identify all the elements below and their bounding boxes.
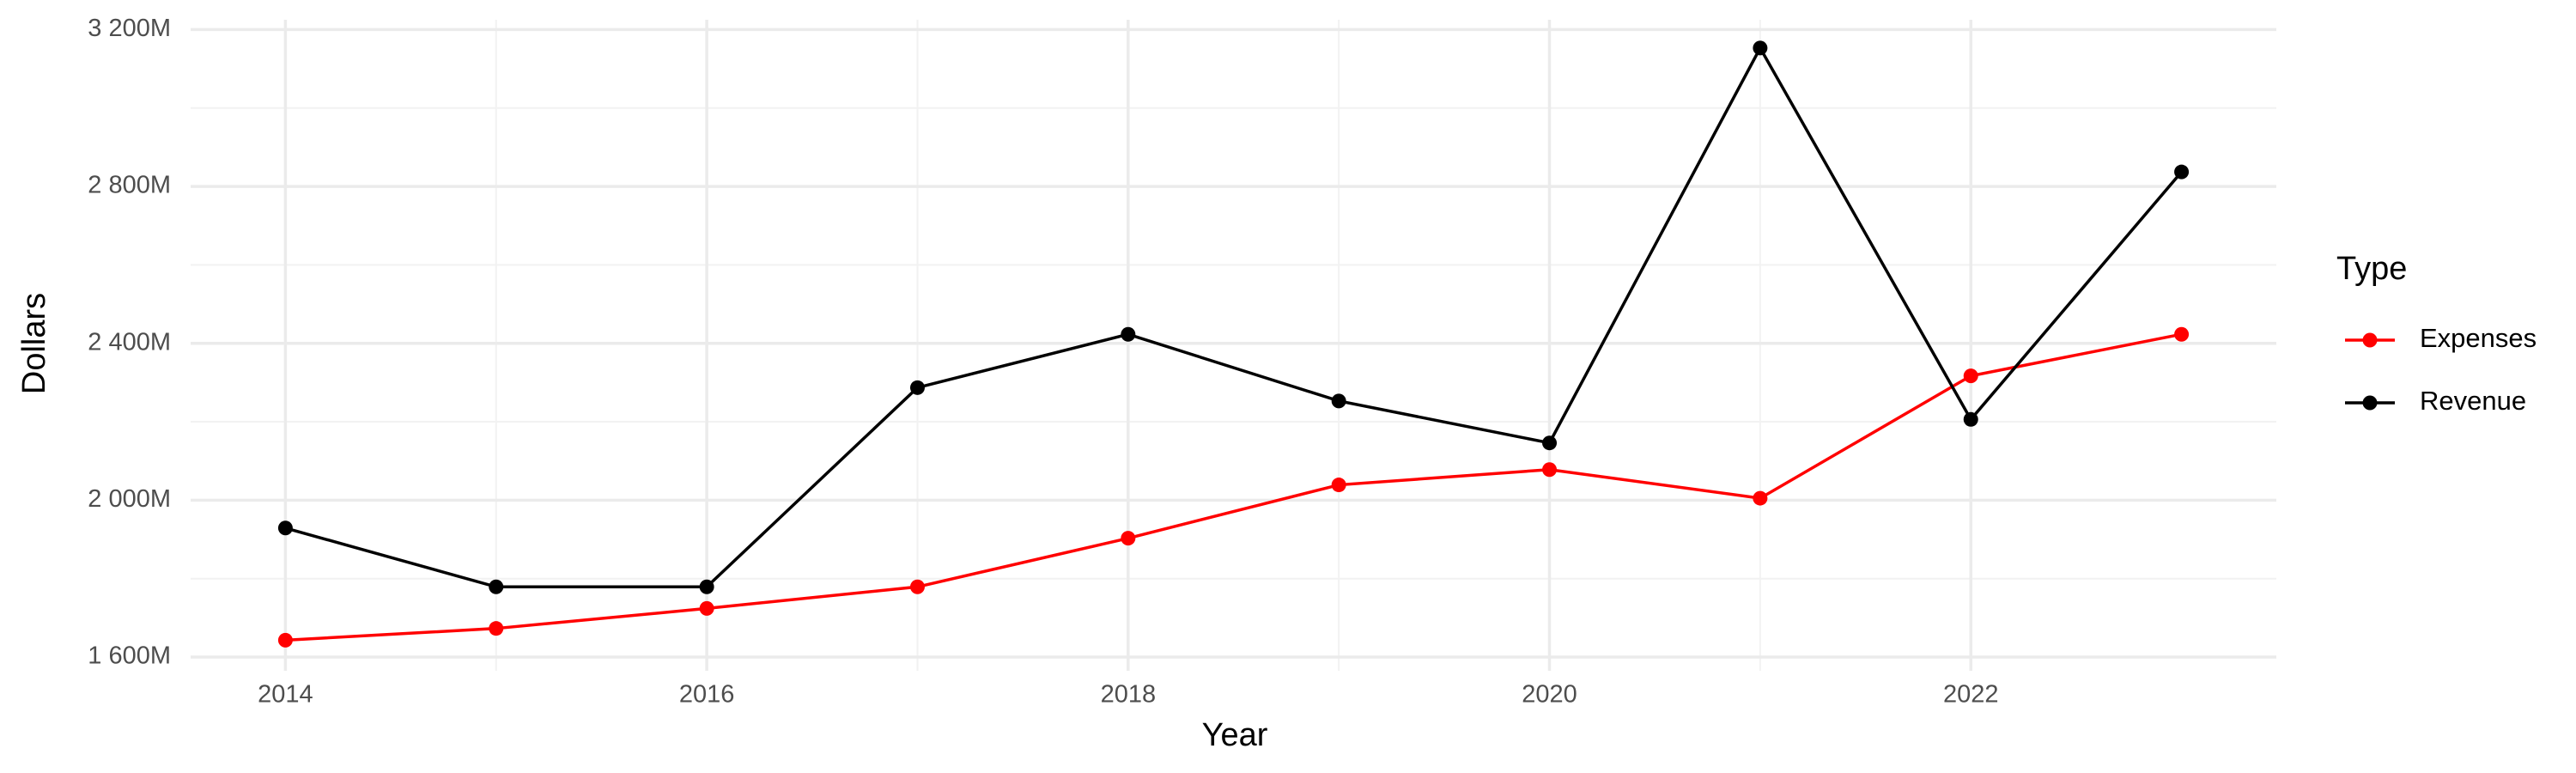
data-point [1963, 368, 1978, 384]
y-tick-label: 2 800M [88, 172, 171, 199]
y-tick-label: 2 400M [88, 328, 171, 356]
x-tick-label: 2020 [1522, 681, 1577, 709]
x-tick-label: 2022 [1943, 681, 1999, 709]
y-tick-label: 1 600M [88, 642, 171, 670]
data-point [1331, 393, 1346, 409]
x-tick-label: 2016 [679, 681, 735, 709]
legend-label: Revenue [2420, 386, 2526, 416]
data-point [1753, 40, 1768, 56]
data-point [699, 600, 714, 616]
data-point [909, 380, 925, 395]
data-point [1331, 478, 1346, 493]
data-point [1542, 462, 1558, 478]
data-point [1542, 435, 1558, 451]
data-point [699, 579, 714, 594]
data-point [489, 579, 504, 594]
series-line [285, 332, 2182, 642]
series-line [284, 45, 2183, 589]
y-tick-label: 2 000M [88, 485, 171, 513]
data-point [277, 520, 293, 536]
data-point [2174, 326, 2190, 342]
x-axis-title: Year [1202, 717, 1268, 753]
data-point [277, 632, 293, 648]
data-point [489, 621, 504, 636]
data-point [2174, 164, 2190, 180]
data-point [1121, 326, 1136, 342]
y-axis-title: Dollars [16, 293, 52, 394]
x-tick-label: 2014 [258, 681, 313, 709]
data-point [1963, 411, 1978, 427]
legend-title: Type [2336, 251, 2407, 287]
data-point [909, 579, 925, 594]
data-point [1753, 490, 1768, 506]
legend-marker [2362, 395, 2378, 411]
legend-label: Expenses [2420, 323, 2537, 353]
legend-marker [2362, 332, 2378, 348]
x-tick-label: 2018 [1101, 681, 1157, 709]
data-point [1121, 531, 1136, 546]
y-tick-label: 3 200M [88, 15, 171, 42]
